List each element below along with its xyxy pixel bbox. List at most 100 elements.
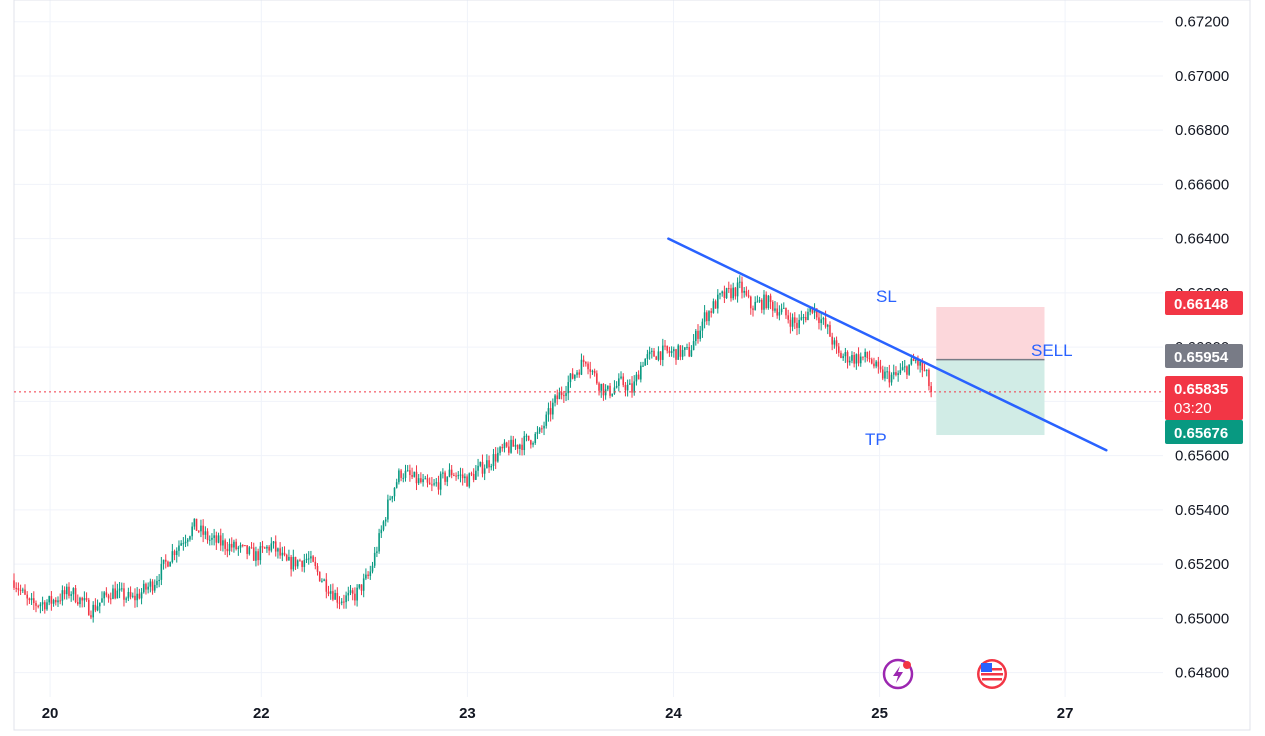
candle <box>312 556 314 562</box>
candle <box>670 351 673 353</box>
candle <box>382 521 385 530</box>
overlay-lines <box>14 237 1163 452</box>
candle <box>613 387 616 394</box>
position-zones[interactable] <box>936 307 1045 436</box>
lightning-icon[interactable] <box>882 658 914 690</box>
candle <box>684 347 686 350</box>
candle <box>222 540 224 546</box>
candle <box>35 603 37 606</box>
candle <box>558 392 561 400</box>
candle <box>837 346 840 353</box>
candle <box>83 598 86 601</box>
candle <box>908 364 910 375</box>
candle <box>499 447 501 453</box>
candle <box>884 371 886 379</box>
candle <box>576 372 578 375</box>
candle <box>888 371 891 383</box>
candle <box>37 605 39 607</box>
candle <box>395 482 398 488</box>
candle <box>673 349 675 352</box>
stop-loss-tag-text: 0.66148 <box>1174 296 1228 313</box>
candle <box>134 595 136 601</box>
price-tags: 0.66148 0.65954 0.65835 03:20 0.65676 <box>1165 291 1243 444</box>
candle <box>917 359 919 366</box>
time-axis[interactable]: 20 22 23 24 25 27 <box>42 705 1074 722</box>
candle <box>200 525 202 532</box>
candle <box>156 580 158 585</box>
candle <box>255 551 257 561</box>
candle <box>633 381 636 393</box>
take-profit-tag-text: 0.65676 <box>1174 425 1228 442</box>
candle <box>378 533 380 552</box>
grid-lines <box>14 0 1163 697</box>
candle <box>596 373 598 384</box>
candle <box>446 476 449 482</box>
candle <box>325 579 328 592</box>
candle <box>411 475 413 477</box>
candle <box>169 562 171 567</box>
candle <box>545 414 548 426</box>
y-tick-label: 0.65000 <box>1175 610 1229 627</box>
sell-label: SELL <box>1031 341 1073 360</box>
candle <box>127 591 130 599</box>
candle <box>651 350 653 352</box>
candle <box>637 374 640 380</box>
candle <box>195 518 198 531</box>
candle <box>72 588 75 595</box>
candle <box>468 473 471 487</box>
candle <box>109 598 112 600</box>
candle <box>840 352 842 358</box>
candle <box>74 588 77 603</box>
candle <box>556 395 559 400</box>
sl-label: SL <box>876 287 897 306</box>
candle <box>560 392 563 396</box>
candle <box>92 604 94 618</box>
candle <box>13 580 15 588</box>
candle <box>290 556 292 570</box>
candle <box>549 408 552 415</box>
candle <box>118 588 121 591</box>
candle <box>158 579 160 581</box>
candle <box>459 474 462 476</box>
candle <box>921 361 924 371</box>
candle <box>299 560 301 562</box>
candle <box>538 428 541 432</box>
candle <box>681 349 684 357</box>
candle <box>112 588 114 599</box>
candle <box>17 588 20 590</box>
x-tick-label: 24 <box>665 705 682 722</box>
trendline[interactable] <box>667 237 1108 452</box>
candle <box>475 470 477 480</box>
candle <box>631 383 633 393</box>
candle <box>279 548 281 556</box>
candle <box>899 370 902 374</box>
candle <box>626 384 629 391</box>
candle <box>277 548 279 552</box>
candle <box>191 526 193 537</box>
candle <box>206 531 209 540</box>
us-flag-icon[interactable] <box>977 659 1007 689</box>
candle <box>767 295 770 309</box>
candle <box>197 530 200 532</box>
candle <box>857 354 860 364</box>
candle <box>178 545 180 551</box>
candle <box>433 483 435 485</box>
candle <box>296 560 299 567</box>
take-profit-zone[interactable] <box>936 359 1045 436</box>
candle <box>782 307 785 309</box>
candle <box>620 376 622 379</box>
y-tick-label: 0.64800 <box>1175 665 1229 682</box>
candle <box>862 356 864 358</box>
stop-loss-zone[interactable] <box>936 307 1045 360</box>
candle <box>85 598 88 600</box>
candle <box>521 444 523 451</box>
candle <box>668 350 671 353</box>
candle <box>745 290 748 296</box>
candle <box>873 363 875 367</box>
candle <box>332 591 334 600</box>
candle <box>400 470 402 478</box>
candle <box>79 597 81 605</box>
candle <box>732 287 734 299</box>
x-tick-label: 20 <box>42 705 59 722</box>
